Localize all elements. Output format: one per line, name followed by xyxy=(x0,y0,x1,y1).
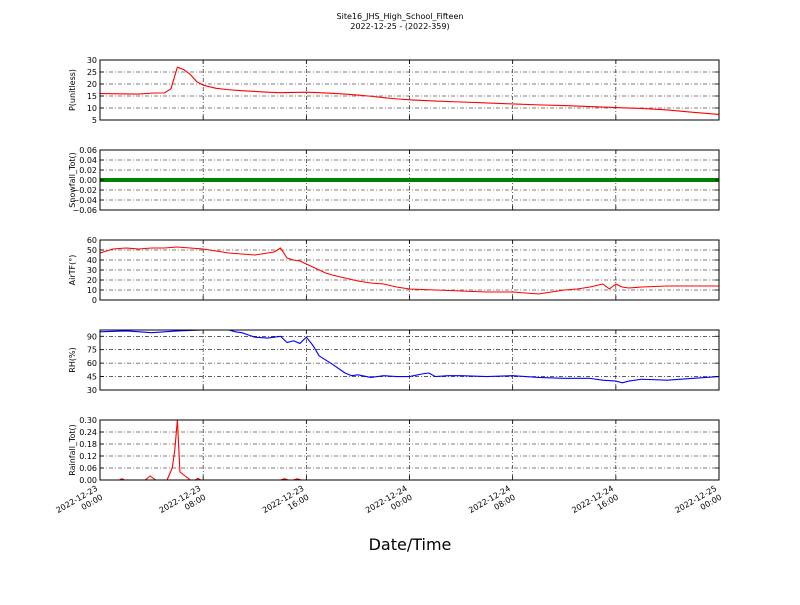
series-line-panel-3 xyxy=(99,246,719,295)
panel-2: −0.06−0.04−0.020.000.020.040.06Snowfall_… xyxy=(68,146,720,215)
chart-title: Site16_JHS_High_School_Fifteen xyxy=(337,12,464,21)
y-tick-label: 20 xyxy=(87,276,97,285)
y-tick-label: 0.06 xyxy=(79,146,97,155)
y-tick-label: −0.02 xyxy=(72,186,97,195)
y-tick-label: 0.00 xyxy=(79,476,97,485)
series-line-panel-4 xyxy=(99,329,720,384)
panel-1: 5 10 15 20 25 30 P(unitless) xyxy=(68,56,720,125)
y-tick-label: 25 xyxy=(87,68,97,77)
y-tick-label: 60 xyxy=(87,359,97,368)
y-tick-label: −0.04 xyxy=(72,196,97,205)
y-tick-label: 75 xyxy=(87,346,97,355)
chart-subtitle: 2022-12-25 - (2022-359) xyxy=(350,22,449,31)
y-axis-label: AirTF(°) xyxy=(68,255,77,286)
y-tick-label: 0 xyxy=(92,296,97,305)
y-tick-label: 0.02 xyxy=(79,166,97,175)
y-tick-label: 30 xyxy=(87,386,97,395)
y-tick-label: 0.12 xyxy=(79,452,97,461)
y-tick-label: 15 xyxy=(87,92,97,101)
y-tick-label: −0.06 xyxy=(72,206,97,215)
y-axis-label: Snowfall_Tot() xyxy=(68,152,77,208)
y-tick-label: 0.30 xyxy=(79,416,97,425)
y-tick-label: 30 xyxy=(87,56,97,65)
y-tick-label: 0.00 xyxy=(79,176,97,185)
y-tick-label: 30 xyxy=(87,266,97,275)
panels: 51015202530P(unitless)−0.06−0.04−0.020.0… xyxy=(68,56,720,485)
y-axis-label: P(unitless) xyxy=(68,69,77,111)
y-tick-label: 20 xyxy=(87,80,97,89)
y-tick-label: 40 xyxy=(87,256,97,265)
y-tick-label: 10 xyxy=(87,104,97,113)
panel-4: 30 45 60 75 90 RH(%) xyxy=(68,329,720,395)
y-tick-label: 0.18 xyxy=(79,440,97,449)
y-axis-label: RH(%) xyxy=(68,347,77,372)
y-tick-label: 0.04 xyxy=(79,156,97,165)
y-tick-label: 5 xyxy=(92,116,97,125)
y-axis-label: Rainfall_Tot() xyxy=(68,424,77,476)
y-tick-label: 50 xyxy=(87,246,97,255)
series-line-panel-1 xyxy=(99,66,720,116)
y-tick-label: 90 xyxy=(87,332,97,341)
y-tick-label: 0.24 xyxy=(79,428,97,437)
y-tick-label: 60 xyxy=(87,236,97,245)
x-axis-label: Date/Time xyxy=(369,535,452,554)
y-tick-label: 10 xyxy=(87,286,97,295)
y-tick-label: 45 xyxy=(87,373,97,382)
y-tick-label: 0.06 xyxy=(79,464,97,473)
